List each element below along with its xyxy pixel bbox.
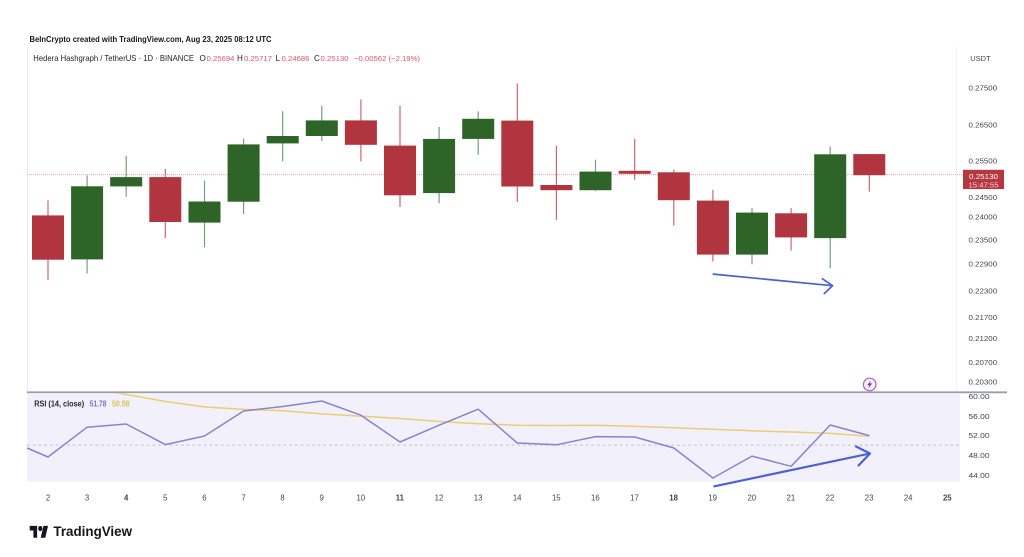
svg-text:14: 14 bbox=[513, 494, 522, 503]
svg-text:51.78: 51.78 bbox=[90, 400, 107, 409]
svg-text:60.00: 60.00 bbox=[969, 392, 990, 401]
svg-text:7: 7 bbox=[241, 494, 245, 503]
svg-text:5: 5 bbox=[163, 494, 168, 503]
svg-text:C: C bbox=[314, 54, 320, 63]
svg-text:17: 17 bbox=[630, 494, 639, 503]
svg-text:0.22300: 0.22300 bbox=[969, 286, 998, 295]
svg-text:0.24000: 0.24000 bbox=[969, 212, 998, 221]
svg-text:10: 10 bbox=[356, 494, 365, 503]
svg-text:13: 13 bbox=[474, 494, 483, 503]
svg-text:19: 19 bbox=[708, 494, 717, 503]
svg-text:RSI (14, close): RSI (14, close) bbox=[34, 400, 84, 409]
svg-text:23: 23 bbox=[865, 494, 874, 503]
svg-text:15: 15 bbox=[552, 494, 561, 503]
svg-text:0.21700: 0.21700 bbox=[969, 313, 998, 322]
svg-text:18: 18 bbox=[669, 494, 678, 503]
svg-text:0.20300: 0.20300 bbox=[969, 377, 998, 386]
svg-text:0.24686: 0.24686 bbox=[282, 54, 310, 63]
svg-text:50.98: 50.98 bbox=[112, 400, 130, 409]
svg-text:0.27500: 0.27500 bbox=[969, 83, 998, 92]
svg-text:6: 6 bbox=[202, 494, 206, 503]
svg-text:0.25130: 0.25130 bbox=[969, 172, 998, 181]
svg-text:16: 16 bbox=[591, 494, 600, 503]
svg-text:TradingView: TradingView bbox=[53, 524, 132, 539]
svg-text:0.21200: 0.21200 bbox=[969, 334, 998, 343]
svg-text:0.20700: 0.20700 bbox=[969, 358, 998, 367]
svg-text:4: 4 bbox=[124, 494, 129, 503]
svg-text:0.26500: 0.26500 bbox=[969, 120, 998, 129]
svg-text:2: 2 bbox=[46, 494, 50, 503]
svg-text:52.00: 52.00 bbox=[969, 431, 990, 440]
svg-text:8: 8 bbox=[280, 494, 284, 503]
svg-text:0.24500: 0.24500 bbox=[969, 193, 998, 202]
svg-text:3: 3 bbox=[85, 494, 89, 503]
svg-text:−0.00562 (−2.19%): −0.00562 (−2.19%) bbox=[354, 54, 420, 63]
svg-text:21: 21 bbox=[787, 494, 796, 503]
svg-text:0.22900: 0.22900 bbox=[969, 260, 998, 269]
svg-text:H: H bbox=[237, 54, 243, 63]
svg-text:11: 11 bbox=[396, 494, 405, 503]
svg-text:15:47:55: 15:47:55 bbox=[969, 180, 999, 189]
svg-text:25: 25 bbox=[943, 494, 952, 503]
svg-text:Hedera Hashgraph / TetherUS ·: Hedera Hashgraph / TetherUS · 1D · BINAN… bbox=[33, 54, 194, 63]
svg-text:12: 12 bbox=[435, 494, 444, 503]
svg-text:0.23500: 0.23500 bbox=[969, 236, 998, 245]
svg-text:O: O bbox=[200, 54, 206, 63]
svg-text:BeInCrypto created with Tradin: BeInCrypto created with TradingView.com,… bbox=[30, 34, 272, 44]
svg-text:22: 22 bbox=[826, 494, 835, 503]
svg-text:9: 9 bbox=[320, 494, 324, 503]
svg-text:44.00: 44.00 bbox=[969, 471, 990, 480]
svg-text:0.25717: 0.25717 bbox=[244, 54, 272, 63]
svg-text:20: 20 bbox=[747, 494, 756, 503]
svg-text:48.00: 48.00 bbox=[969, 451, 990, 460]
svg-text:USDT: USDT bbox=[970, 54, 991, 63]
svg-text:56.00: 56.00 bbox=[969, 412, 990, 421]
svg-text:L: L bbox=[276, 54, 281, 63]
svg-text:0.25500: 0.25500 bbox=[969, 157, 998, 166]
svg-text:24: 24 bbox=[904, 494, 913, 503]
svg-text:0.25130: 0.25130 bbox=[321, 54, 349, 63]
svg-text:0.25694: 0.25694 bbox=[207, 54, 236, 63]
